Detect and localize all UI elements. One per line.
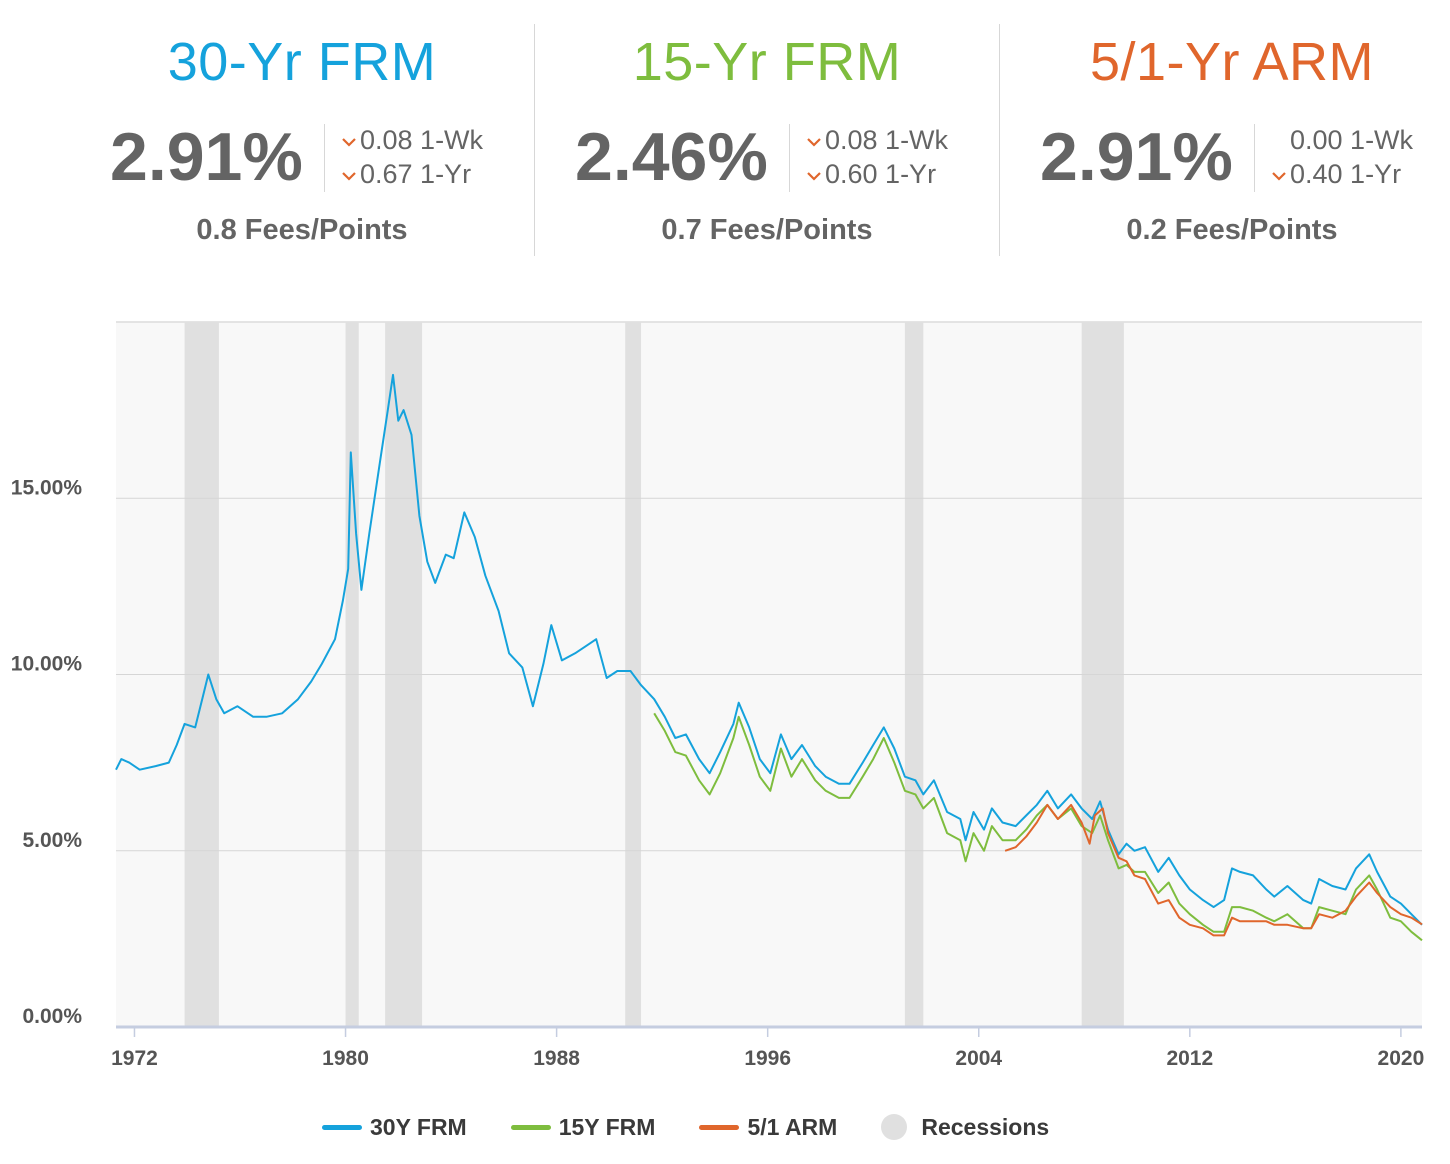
legend-label: 15Y FRM bbox=[558, 1113, 656, 1140]
legend-label: 5/1 ARM bbox=[747, 1113, 838, 1140]
y-tick-label: 5.00% bbox=[22, 829, 82, 852]
legend-swatch bbox=[699, 1124, 740, 1130]
legend-item-30y[interactable]: 30Y FRM bbox=[322, 1114, 467, 1141]
weekly-change: 0.08 1-Wk bbox=[805, 124, 948, 156]
legend-swatch bbox=[881, 1114, 908, 1140]
rate-history-chart: 0.00% 5.00% 10.00% 15.00% 1972 1980 1988 1996 20… bbox=[11, 321, 1425, 1070]
legend-swatch bbox=[322, 1124, 362, 1130]
weekly-change: 0.08 1-Wk bbox=[340, 124, 483, 156]
rate-title: 5/1-Yr ARM bbox=[1089, 32, 1375, 92]
chevron-down-icon bbox=[807, 172, 821, 181]
legend-item-recessions[interactable]: Recessions bbox=[881, 1114, 1049, 1141]
x-tick-label: 1996 bbox=[744, 1047, 791, 1070]
weekly-change: 0.00 1-Wk bbox=[1270, 124, 1413, 156]
rate-title: 30-Yr FRM bbox=[167, 32, 437, 92]
rate-panel-arm: 5/1-Yr ARM 2.91% 0.00 1-Wk 0.40 1-Yr 0.2… bbox=[999, 24, 1450, 256]
yearly-change: 0.60 1-Yr bbox=[805, 158, 936, 190]
yearly-change: 0.40 1-Yr bbox=[1270, 158, 1401, 190]
rate-title: 15-Yr FRM bbox=[632, 32, 902, 92]
chart-legend: 30Y FRM 15Y FRM 5/1 ARM Recessions bbox=[322, 1112, 1093, 1142]
series-line bbox=[115, 373, 1423, 926]
x-tick-label: 1988 bbox=[533, 1047, 580, 1070]
divider bbox=[789, 124, 790, 192]
y-tick-label: 15.00% bbox=[11, 476, 83, 499]
weekly-change-label: 0.00 1-Wk bbox=[1290, 125, 1414, 155]
fees-points: 0.7 Fees/Points bbox=[661, 214, 873, 246]
series-line bbox=[653, 712, 1423, 942]
legend-item-15y[interactable]: 15Y FRM bbox=[510, 1113, 656, 1141]
yearly-change-label: 0.40 1-Yr bbox=[1290, 159, 1402, 189]
yearly-change: 0.67 1-Yr bbox=[340, 158, 471, 190]
divider bbox=[1254, 124, 1255, 192]
yearly-change-label: 0.67 1-Yr bbox=[360, 159, 472, 189]
rate-value: 2.46% bbox=[575, 119, 768, 195]
weekly-change-label: 0.08 1-Wk bbox=[360, 125, 484, 155]
x-tick-label: 1980 bbox=[322, 1047, 369, 1070]
rate-summary: 30-Yr FRM 2.91% 0.08 1-Wk 0.67 1-Yr 0.8 … bbox=[70, 24, 1450, 256]
rate-value: 2.91% bbox=[110, 119, 303, 195]
rate-panel-30yr: 30-Yr FRM 2.91% 0.08 1-Wk 0.67 1-Yr 0.8 … bbox=[70, 24, 534, 256]
legend-swatch bbox=[510, 1124, 551, 1130]
x-tick-label: 1972 bbox=[111, 1047, 158, 1070]
y-tick-label: 0.00% bbox=[22, 1005, 82, 1028]
legend-item-arm[interactable]: 5/1 ARM bbox=[699, 1114, 837, 1141]
chevron-down-icon bbox=[342, 138, 356, 147]
fees-points: 0.2 Fees/Points bbox=[1126, 214, 1338, 246]
x-tick-label: 2020 bbox=[1378, 1047, 1425, 1070]
chevron-down-icon bbox=[342, 172, 356, 181]
chevron-down-icon bbox=[807, 138, 821, 147]
y-tick-label: 10.00% bbox=[11, 653, 83, 676]
legend-label: 30Y FRM bbox=[370, 1113, 467, 1140]
legend-label: Recessions bbox=[921, 1113, 1050, 1140]
x-tick-label: 2012 bbox=[1166, 1047, 1213, 1070]
x-tick-label: 2004 bbox=[955, 1047, 1002, 1070]
rate-value: 2.91% bbox=[1040, 119, 1233, 195]
chevron-down-icon bbox=[1272, 172, 1286, 181]
rate-panel-15yr: 15-Yr FRM 2.46% 0.08 1-Wk 0.60 1-Yr 0.7 … bbox=[534, 24, 999, 256]
weekly-change-label: 0.08 1-Wk bbox=[825, 125, 949, 155]
series-line bbox=[1004, 803, 1423, 937]
yearly-change-label: 0.60 1-Yr bbox=[825, 159, 937, 189]
divider bbox=[324, 124, 325, 192]
fees-points: 0.8 Fees/Points bbox=[196, 214, 408, 246]
